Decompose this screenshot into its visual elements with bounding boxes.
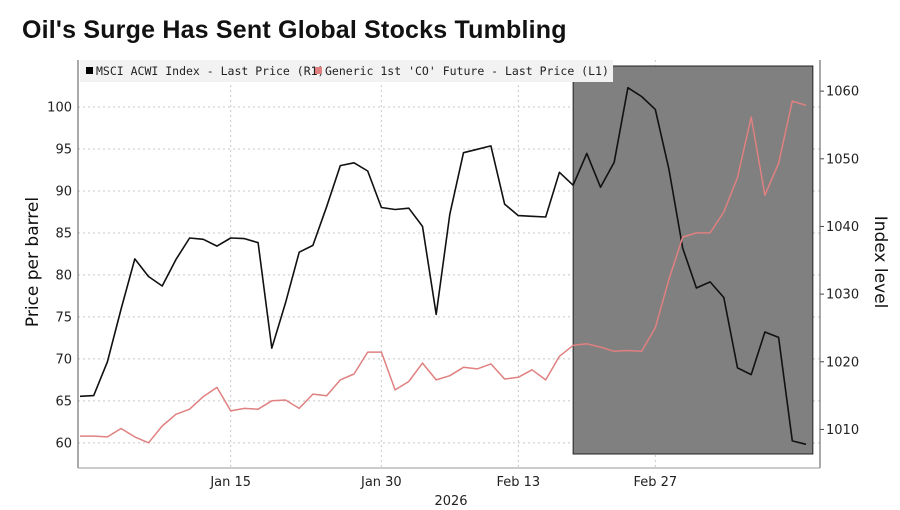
x-tick-label: Jan 15 bbox=[209, 475, 251, 490]
series-line-brent-crude bbox=[80, 100, 807, 444]
y-tick-left: 60 bbox=[55, 436, 72, 451]
y-tick-right: 1060 bbox=[826, 85, 859, 100]
legend-label-msci: MSCI ACWI Index - Last Price (R1) bbox=[96, 64, 324, 78]
y-tick-left: 100 bbox=[47, 101, 72, 116]
y-tick-left: 85 bbox=[55, 226, 72, 241]
legend-box bbox=[80, 60, 613, 82]
series-line-msci-acwi bbox=[79, 86, 807, 446]
chart-title: Oil's Surge Has Sent Global Stocks Tumbl… bbox=[22, 16, 567, 44]
gridlines bbox=[78, 60, 820, 468]
axes: 100 95 90 85 80 75 70 65 60 1060 1050 1040 1030 1020 1… bbox=[47, 60, 859, 490]
series-layer bbox=[79, 86, 807, 446]
legend-swatch-msci bbox=[86, 67, 93, 74]
legend-label-brent: Generic 1st 'CO' Future - Last Price (L1… bbox=[325, 64, 609, 78]
y-tick-right: 1010 bbox=[826, 423, 859, 438]
y-tick-left: 70 bbox=[55, 352, 72, 367]
y-axis-label-right: Index level bbox=[870, 216, 890, 309]
x-tick-label: Feb 13 bbox=[496, 475, 540, 490]
legend: MSCI ACWI Index - Last Price (R1) Generi… bbox=[80, 60, 613, 82]
shaded-region bbox=[572, 65, 814, 455]
y-tick-right: 1030 bbox=[826, 288, 859, 303]
y-tick-right: 1040 bbox=[826, 220, 859, 235]
y-axis-label-left: Price per barrel bbox=[23, 197, 43, 327]
x-axis-label: 2026 bbox=[434, 494, 467, 509]
x-tick-label: Jan 30 bbox=[360, 475, 402, 490]
y-tick-left: 95 bbox=[55, 142, 72, 157]
x-tick-label: Feb 27 bbox=[633, 475, 677, 490]
y-tick-left: 65 bbox=[55, 394, 72, 409]
y-tick-left: 80 bbox=[55, 268, 72, 283]
y-tick-left: 75 bbox=[55, 310, 72, 325]
y-tick-right: 1020 bbox=[826, 355, 859, 370]
legend-swatch-brent bbox=[315, 67, 322, 74]
y-tick-left: 90 bbox=[55, 184, 72, 199]
y-tick-right: 1050 bbox=[826, 152, 859, 167]
